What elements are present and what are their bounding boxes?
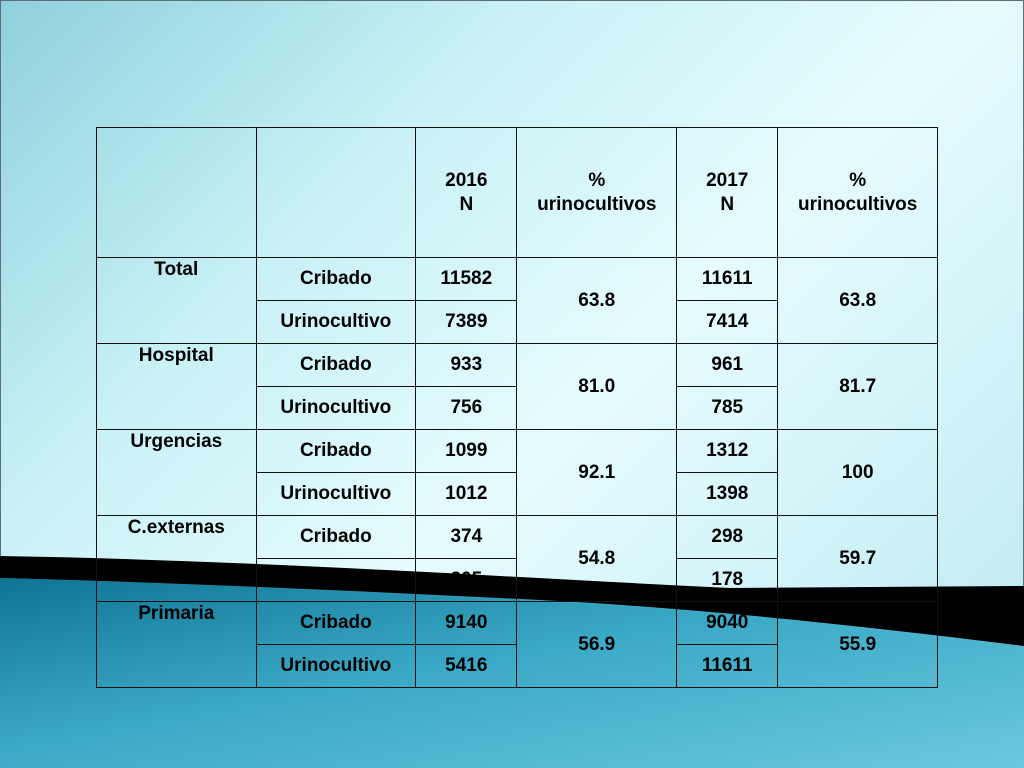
pct-2016-cell: 63.8 [516,257,678,344]
n-2017-cell: 11611 [676,257,779,301]
header-2016-pct: % urinocultivos [516,127,678,258]
category-cell: Urgencias [96,429,257,516]
table-row: Total Cribado 11582 63.8 11611 63.8 [96,257,938,344]
category-cell: Total [96,257,257,344]
n-2017-cell: 178 [676,558,779,602]
pct-2017-cell: 63.8 [777,257,938,344]
table-row: Urinocultivo 756 785 [97,386,938,430]
n-2016-cell: 1012 [415,472,518,516]
table-row: Hospital Cribado 933 81.0 961 81.7 [96,343,938,430]
n-2016-cell: 9140 [415,601,518,645]
n-2017-cell: 1312 [676,429,779,473]
header-cell-empty-1 [96,127,257,258]
category-cell: Hospital [96,343,257,430]
n-2016-cell: 205 [415,558,518,602]
category-cell: C.externas [96,515,257,602]
n-2017-cell: 1398 [676,472,779,516]
n-2017-cell: 961 [676,343,779,387]
type-cell: Urinocultivo [255,644,417,688]
table-row: Urinocultivo 7389 7414 [97,300,938,344]
table-row: Urgencias Cribado 1099 92.1 1312 100 [96,429,938,516]
n-2017-cell: 9040 [676,601,779,645]
pct-2017-cell: 59.7 [777,515,938,602]
header-cell-empty-2 [255,127,417,258]
n-2016-cell: 11582 [415,257,518,301]
header-2016-n: 2016 N [415,127,518,258]
category-cell: Primaria [96,601,257,688]
n-2016-cell: 933 [415,343,518,387]
n-2016-cell: 756 [415,386,518,430]
pct-2017-cell: 55.9 [777,601,938,688]
type-cell: Cribado [255,429,417,473]
pct-2017-cell: 81.7 [777,343,938,430]
header-row: 2016 N % urinocultivos 2017 N % urinocul… [96,127,938,258]
table-row: Primaria Cribado 9140 56.9 9040 55.9 [96,601,938,688]
pct-2016-cell: 54.8 [516,515,678,602]
table-row: Urinocultivo 1012 1398 [97,472,938,516]
type-cell: Urinocultivo [255,386,417,430]
pct-2016-cell: 92.1 [516,429,678,516]
type-cell: Urinocultivo [255,300,417,344]
pct-2016-cell: 81.0 [516,343,678,430]
header-2017-pct: % urinocultivos [777,127,938,258]
n-2016-cell: 374 [415,515,518,559]
pct-2017-cell: 100 [777,429,938,516]
type-cell: Urinocultivo [255,472,417,516]
table-row: Urinocultivo 5416 11611 [97,644,938,688]
n-2016-cell: 1099 [415,429,518,473]
pct-2016-cell: 56.9 [516,601,678,688]
n-2016-cell: 5416 [415,644,518,688]
type-cell: Urinocultivo [255,558,417,602]
type-cell: Cribado [255,601,417,645]
n-2017-cell: 785 [676,386,779,430]
n-2016-cell: 7389 [415,300,518,344]
n-2017-cell: 7414 [676,300,779,344]
table-row: C.externas Cribado 374 54.8 298 59.7 [96,515,938,602]
n-2017-cell: 298 [676,515,779,559]
type-cell: Cribado [255,343,417,387]
type-cell: Cribado [255,257,417,301]
type-cell: Cribado [255,515,417,559]
n-2017-cell: 11611 [676,644,779,688]
table-row: Urinocultivo 205 178 [97,558,938,602]
urinoculture-table: 2016 N % urinocultivos 2017 N % urinocul… [96,127,938,688]
header-2017-n: 2017 N [676,127,779,258]
